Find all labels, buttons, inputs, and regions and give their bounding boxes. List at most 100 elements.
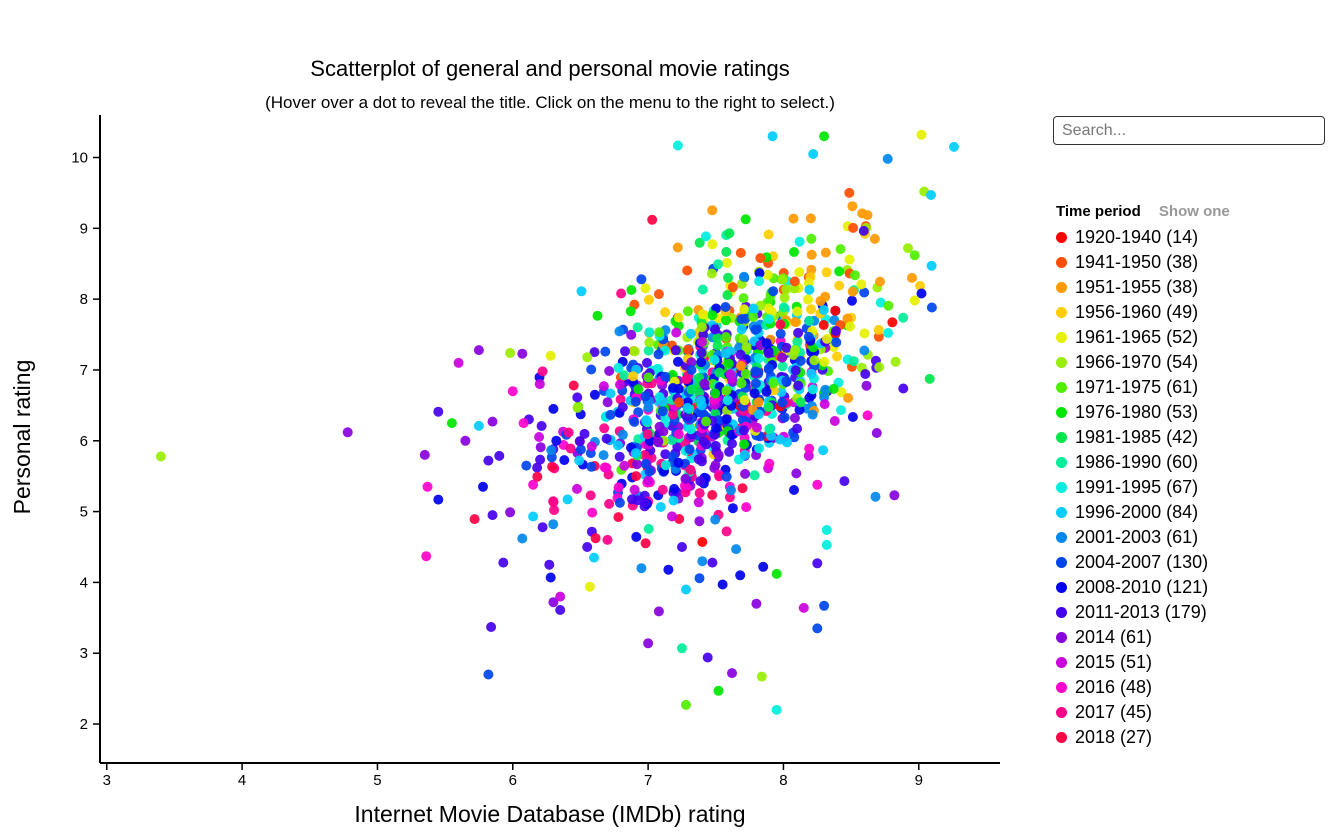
data-point[interactable] xyxy=(736,378,747,389)
data-point[interactable] xyxy=(739,450,750,460)
data-point[interactable] xyxy=(342,427,353,438)
data-point[interactable] xyxy=(572,402,583,413)
data-point[interactable] xyxy=(673,356,683,367)
data-point[interactable] xyxy=(614,451,625,462)
data-point[interactable] xyxy=(741,342,752,353)
data-point[interactable] xyxy=(926,190,936,200)
data-point[interactable] xyxy=(721,246,732,257)
data-point[interactable] xyxy=(764,424,775,435)
data-point[interactable] xyxy=(660,460,671,471)
data-point[interactable] xyxy=(517,348,528,359)
data-point[interactable] xyxy=(738,334,749,345)
data-point[interactable] xyxy=(643,475,654,486)
data-point[interactable] xyxy=(761,386,772,397)
data-point[interactable] xyxy=(818,445,829,456)
data-point[interactable] xyxy=(582,542,593,552)
legend-item[interactable]: 2014 (61) xyxy=(1056,625,1326,650)
data-point[interactable] xyxy=(861,380,872,391)
data-point[interactable] xyxy=(660,371,671,382)
data-point[interactable] xyxy=(789,432,800,443)
data-point[interactable] xyxy=(727,503,738,514)
data-point[interactable] xyxy=(421,551,432,562)
data-point[interactable] xyxy=(873,324,884,335)
data-point[interactable] xyxy=(723,272,734,283)
data-point[interactable] xyxy=(707,490,718,500)
data-point[interactable] xyxy=(532,462,543,473)
data-point[interactable] xyxy=(924,373,935,384)
data-point[interactable] xyxy=(505,507,516,518)
data-point[interactable] xyxy=(720,332,731,342)
data-point[interactable] xyxy=(720,302,731,312)
data-point[interactable] xyxy=(755,253,766,264)
data-point[interactable] xyxy=(536,421,547,431)
data-point[interactable] xyxy=(548,597,559,608)
data-point[interactable] xyxy=(697,537,708,547)
data-point[interactable] xyxy=(847,286,858,297)
data-point[interactable] xyxy=(821,267,832,278)
data-point[interactable] xyxy=(750,324,761,335)
data-point[interactable] xyxy=(754,276,765,287)
data-point[interactable] xyxy=(819,131,830,142)
legend-item[interactable]: 2017 (45) xyxy=(1056,700,1326,725)
data-point[interactable] xyxy=(721,526,732,537)
data-point[interactable] xyxy=(791,468,802,479)
data-point[interactable] xyxy=(673,457,684,468)
data-point[interactable] xyxy=(844,254,855,265)
data-point[interactable] xyxy=(915,280,926,291)
data-point[interactable] xyxy=(632,459,642,470)
data-point[interactable] xyxy=(721,471,732,482)
data-point[interactable] xyxy=(677,643,687,654)
data-point[interactable] xyxy=(859,345,870,356)
data-point[interactable] xyxy=(795,397,806,408)
data-point[interactable] xyxy=(631,471,642,482)
data-point[interactable] xyxy=(602,397,613,408)
data-point[interactable] xyxy=(600,346,611,357)
data-point[interactable] xyxy=(707,239,718,250)
data-point[interactable] xyxy=(803,450,814,461)
data-point[interactable] xyxy=(534,379,545,390)
data-point[interactable] xyxy=(625,306,636,317)
data-point[interactable] xyxy=(836,405,846,416)
data-point[interactable] xyxy=(806,304,816,315)
data-point[interactable] xyxy=(693,497,704,508)
data-point[interactable] xyxy=(713,685,724,696)
legend-item[interactable]: 2016 (48) xyxy=(1056,675,1326,700)
legend-item[interactable]: 2001-2003 (61) xyxy=(1056,525,1326,550)
data-point[interactable] xyxy=(819,356,830,367)
data-point[interactable] xyxy=(604,498,615,509)
data-point[interactable] xyxy=(726,485,736,496)
data-point[interactable] xyxy=(419,449,430,460)
data-point[interactable] xyxy=(575,444,586,455)
data-point[interactable] xyxy=(777,397,788,408)
data-point[interactable] xyxy=(778,302,789,313)
data-point[interactable] xyxy=(545,572,556,583)
data-point[interactable] xyxy=(576,286,587,297)
data-point[interactable] xyxy=(789,247,799,257)
data-point[interactable] xyxy=(592,310,603,321)
data-point[interactable] xyxy=(804,284,815,295)
legend-item[interactable]: 1971-1975 (61) xyxy=(1056,375,1326,400)
data-point[interactable] xyxy=(714,471,725,482)
data-point[interactable] xyxy=(700,231,711,242)
data-point[interactable] xyxy=(660,307,671,318)
data-point[interactable] xyxy=(871,428,882,438)
data-point[interactable] xyxy=(707,310,718,321)
data-point[interactable] xyxy=(682,402,693,413)
data-point[interactable] xyxy=(822,333,832,344)
data-point[interactable] xyxy=(494,450,505,461)
data-point[interactable] xyxy=(652,363,663,374)
data-point[interactable] xyxy=(537,522,548,533)
data-point[interactable] xyxy=(644,294,654,305)
data-point[interactable] xyxy=(862,410,873,421)
data-point[interactable] xyxy=(563,427,574,438)
data-point[interactable] xyxy=(639,450,650,461)
data-point[interactable] xyxy=(672,441,683,452)
data-point[interactable] xyxy=(856,279,867,290)
data-point[interactable] xyxy=(613,362,624,373)
data-point[interactable] xyxy=(916,288,927,299)
data-point[interactable] xyxy=(644,466,655,477)
data-point[interactable] xyxy=(673,312,684,323)
data-point[interactable] xyxy=(604,366,615,376)
data-point[interactable] xyxy=(628,371,639,382)
data-point[interactable] xyxy=(725,369,736,380)
